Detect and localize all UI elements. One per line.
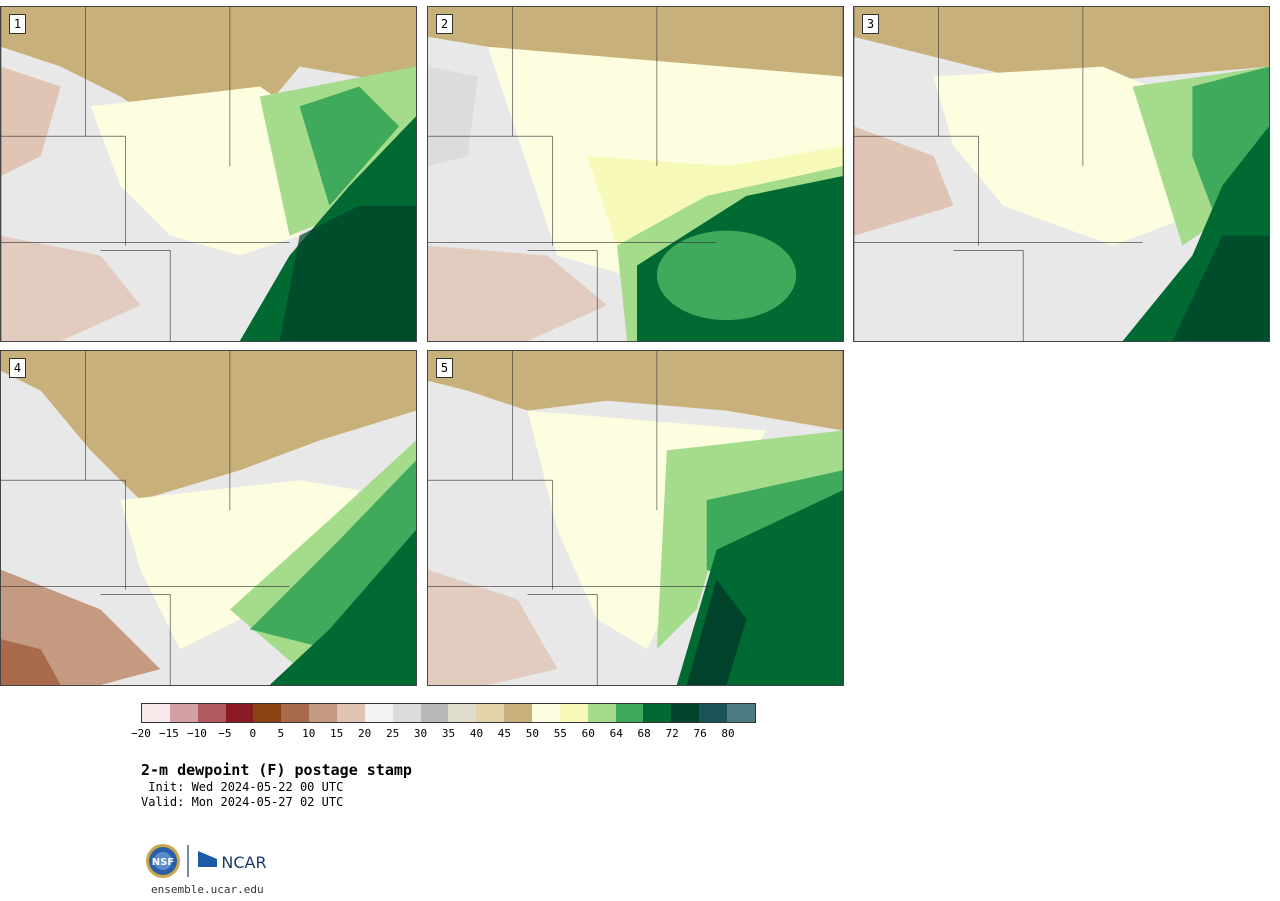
- colorbar-tick-label: 20: [358, 727, 372, 740]
- colorbar-swatch: [309, 704, 338, 722]
- ensemble-member-panel-1: 1: [0, 6, 417, 342]
- ensemble-member-panel-4: 4: [0, 350, 417, 686]
- ensemble-member-panel-5: 5: [427, 350, 844, 686]
- colorbar-tick-labels: −20 −15 −10 −5 0 5 10 15 20 25 30 35 40 45 50 55 60 64 68 7…: [131, 727, 756, 741]
- colorbar-swatch: [169, 704, 198, 722]
- colorbar-swatch: [420, 704, 449, 722]
- colorbar-tick-label: 50: [525, 727, 539, 740]
- dewpoint-map-4: [1, 351, 416, 685]
- figure-title: 2-m dewpoint (F) postage stamp: [141, 761, 412, 779]
- dewpoint-map-2: [428, 7, 843, 341]
- colorbar-tick-label: 10: [302, 727, 316, 740]
- colorbar-tick-label: 45: [497, 727, 512, 740]
- nsf-ncar-logo: NSF NCAR: [146, 844, 267, 878]
- ncar-logo-text: NCAR: [221, 853, 266, 872]
- colorbar-swatch: [337, 704, 365, 722]
- panel-number-5: 5: [436, 358, 453, 378]
- colorbar-swatch: [727, 704, 755, 722]
- colorbar-tick-label: 35: [441, 727, 456, 740]
- colorbar-swatch: [392, 704, 421, 722]
- colorbar-tick-label: 15: [330, 727, 344, 740]
- colorbar-swatch: [225, 704, 254, 722]
- colorbar-swatch: [671, 704, 700, 722]
- init-time: Init: Wed 2024-05-22 00 UTC: [141, 780, 344, 794]
- colorbar-tick-label: 0: [249, 727, 257, 740]
- panel-number-4: 4: [9, 358, 26, 378]
- colorbar-tick-label: 72: [665, 727, 679, 740]
- dewpoint-map-5: [428, 351, 843, 685]
- colorbar-tick-label: 60: [581, 727, 595, 740]
- colorbar-swatch: [281, 704, 310, 722]
- colorbar-swatch: [532, 704, 560, 722]
- colorbar-swatch: [504, 704, 533, 722]
- colorbar-tick-label: 68: [637, 727, 651, 740]
- colorbar-swatch: [253, 704, 282, 722]
- colorbar-tick-label: 64: [609, 727, 623, 740]
- ensemble-member-panel-3: 3: [853, 6, 1270, 342]
- colorbar-tick-label: 55: [553, 727, 567, 740]
- colorbar-tick-label: 5: [277, 727, 285, 740]
- colorbar-swatch: [142, 704, 170, 722]
- panel-number-3: 3: [862, 14, 879, 34]
- website-url: ensemble.ucar.edu: [151, 883, 264, 896]
- colorbar-tick-label: 76: [693, 727, 707, 740]
- dewpoint-map-3: [854, 7, 1269, 341]
- dewpoint-map-1: [1, 7, 416, 341]
- colorbar-swatch: [364, 704, 393, 722]
- colorbar-tick-label: −5: [218, 727, 232, 740]
- colorbar-swatch: [559, 704, 588, 722]
- colorbar-tick-label: −10: [186, 727, 207, 740]
- colorbar-tick-label: −15: [159, 727, 179, 740]
- colorbar-tick-label: −20: [131, 727, 151, 740]
- colorbar-tick-label: 80: [721, 727, 735, 740]
- colorbar-swatch: [615, 704, 644, 722]
- colorbar-swatch: [587, 704, 616, 722]
- colorbar-tick-label: 40: [469, 727, 484, 740]
- ensemble-member-panel-2: 2: [427, 6, 844, 342]
- colorbar-tick-label: 25: [385, 727, 400, 740]
- panel-number-1: 1: [9, 14, 26, 34]
- colorbar-swatch: [699, 704, 728, 722]
- valid-time: Valid: Mon 2024-05-27 02 UTC: [141, 795, 344, 809]
- nsf-logo-text: NSF: [152, 857, 174, 868]
- colorbar-swatch: [448, 704, 477, 722]
- colorbar-swatch: [643, 704, 672, 722]
- colorbar-swatch: [476, 704, 505, 722]
- dewpoint-colorbar: [141, 703, 756, 723]
- colorbar-swatch: [197, 704, 226, 722]
- colorbar-tick-label: 30: [413, 727, 428, 740]
- panel-number-2: 2: [436, 14, 453, 34]
